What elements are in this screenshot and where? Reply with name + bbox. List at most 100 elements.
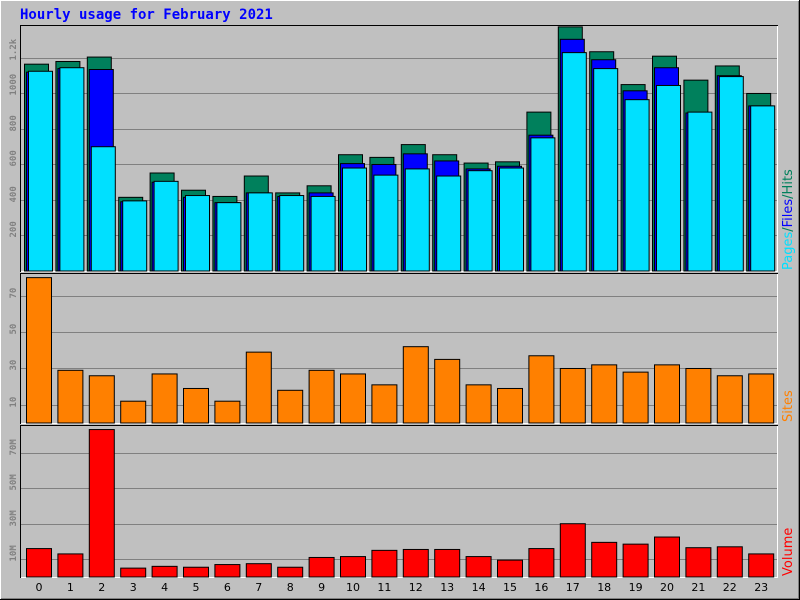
sites-y-tick-label: 50 <box>9 324 19 335</box>
pages-bar <box>279 195 305 272</box>
hits-y-tick-label: 200 <box>9 221 19 237</box>
sites-panel-grid <box>21 296 777 406</box>
volume-bar <box>402 548 429 578</box>
hits-y-tick-label: 1.2k <box>9 38 19 60</box>
pages-bar <box>467 170 493 272</box>
volume-bar <box>183 566 209 578</box>
volume-bar <box>340 556 366 578</box>
volume-bar <box>591 541 618 578</box>
hits-y-tick-label: 1000 <box>9 74 19 96</box>
hits-files-pages-bars <box>24 26 776 272</box>
pages-bar <box>561 52 587 272</box>
sites-bar <box>245 351 272 424</box>
hits-y-tick-label: 600 <box>9 150 19 166</box>
volume-bar <box>748 553 775 578</box>
pages-bar <box>624 99 650 272</box>
hour-tick-label: 18 <box>597 581 611 594</box>
hour-tick-label: 13 <box>440 581 454 594</box>
sites-bar <box>151 373 178 424</box>
pages-bar <box>499 167 524 272</box>
pages-bar <box>530 137 556 272</box>
volume-bar <box>245 563 272 578</box>
sites-bar <box>57 369 84 424</box>
volume-bar <box>559 523 586 578</box>
volume-bar <box>120 567 147 578</box>
sites-bar <box>88 375 115 424</box>
hour-tick-label: 14 <box>472 581 486 594</box>
chart-title: Hourly usage for February 2021 <box>20 7 273 23</box>
sites-bar <box>214 400 241 424</box>
hour-tick-label: 8 <box>287 581 294 594</box>
volume-bar <box>434 548 461 578</box>
volume-bar <box>308 556 335 578</box>
sites-bar <box>685 367 712 424</box>
hour-tick-label: 22 <box>723 581 737 594</box>
sites-bar <box>465 384 492 424</box>
sites-bar <box>622 371 649 424</box>
sites-bar <box>559 367 586 424</box>
hits-panel-y-ticks: 200 400 600 800 1000 1.2k <box>9 38 19 237</box>
volume-panel-grid <box>21 453 777 560</box>
volume-bar <box>57 553 84 578</box>
sites-bar <box>528 355 555 424</box>
volume-bar <box>88 429 115 578</box>
hour-tick-label: 7 <box>255 581 262 594</box>
volume-y-tick-label: 10M <box>9 545 19 562</box>
pages-bar <box>59 67 85 272</box>
pages-bar <box>90 146 116 272</box>
volume-bar <box>622 543 649 578</box>
sites-bar <box>748 373 775 424</box>
hour-tick-label: 6 <box>224 581 231 594</box>
volume-bar <box>26 548 52 578</box>
hour-tick-label: 21 <box>691 581 705 594</box>
volume-y-tick-label: 50M <box>9 474 19 491</box>
sites-y-tick-label: 70 <box>9 288 19 299</box>
pages-bar <box>687 111 713 272</box>
volume-panel-y-ticks: 10M 30M 50M 70M <box>9 439 19 562</box>
hits-y-tick-label: 400 <box>9 186 19 202</box>
label-separator-1: / <box>781 227 796 232</box>
sites-bar <box>120 400 147 424</box>
hits-files-pages-panel: 200 400 600 800 1000 1.2k <box>9 25 778 272</box>
sites-bar <box>340 373 366 424</box>
hour-tick-label: 23 <box>754 581 768 594</box>
sites-bar <box>716 375 743 424</box>
hour-tick-label: 4 <box>161 581 168 594</box>
hour-tick-label: 10 <box>346 581 360 594</box>
volume-bar <box>497 559 523 578</box>
volume-bars <box>26 429 775 578</box>
sites-bar <box>277 389 304 424</box>
hits-y-tick-label: 800 <box>9 115 19 131</box>
volume-y-tick-label: 70M <box>9 439 19 456</box>
volume-y-tick-label: 30M <box>9 510 19 527</box>
hour-tick-label: 20 <box>660 581 674 594</box>
volume-bar <box>465 556 492 578</box>
sites-panel: 10 30 50 70 <box>9 273 778 424</box>
sites-bar <box>402 346 429 424</box>
hour-tick-label: 16 <box>534 581 548 594</box>
volume-bar <box>371 549 398 578</box>
sites-panel-y-ticks: 10 30 50 70 <box>9 288 19 408</box>
hour-tick-label: 19 <box>629 581 643 594</box>
sites-bar <box>26 277 52 424</box>
pages-bar <box>28 70 53 272</box>
pages-files-hits-axis-label: Pages/Files/Hits <box>781 169 796 270</box>
sites-bar <box>654 364 680 424</box>
sites-bar <box>591 364 618 424</box>
pages-bar <box>310 195 336 272</box>
pages-label: Pages <box>781 232 796 270</box>
pages-bar <box>436 175 462 272</box>
files-label: Files <box>781 199 796 228</box>
hour-tick-label: 2 <box>98 581 105 594</box>
hits-label: Hits <box>781 169 796 194</box>
volume-bar <box>685 547 712 578</box>
hour-tick-label: 1 <box>67 581 74 594</box>
volume-bar <box>716 546 743 578</box>
pages-bar <box>373 174 399 272</box>
volume-bar <box>151 565 178 578</box>
hour-tick-label: 17 <box>566 581 580 594</box>
volume-bar <box>277 566 304 578</box>
hour-tick-label: 5 <box>193 581 200 594</box>
pages-bar <box>122 200 148 272</box>
